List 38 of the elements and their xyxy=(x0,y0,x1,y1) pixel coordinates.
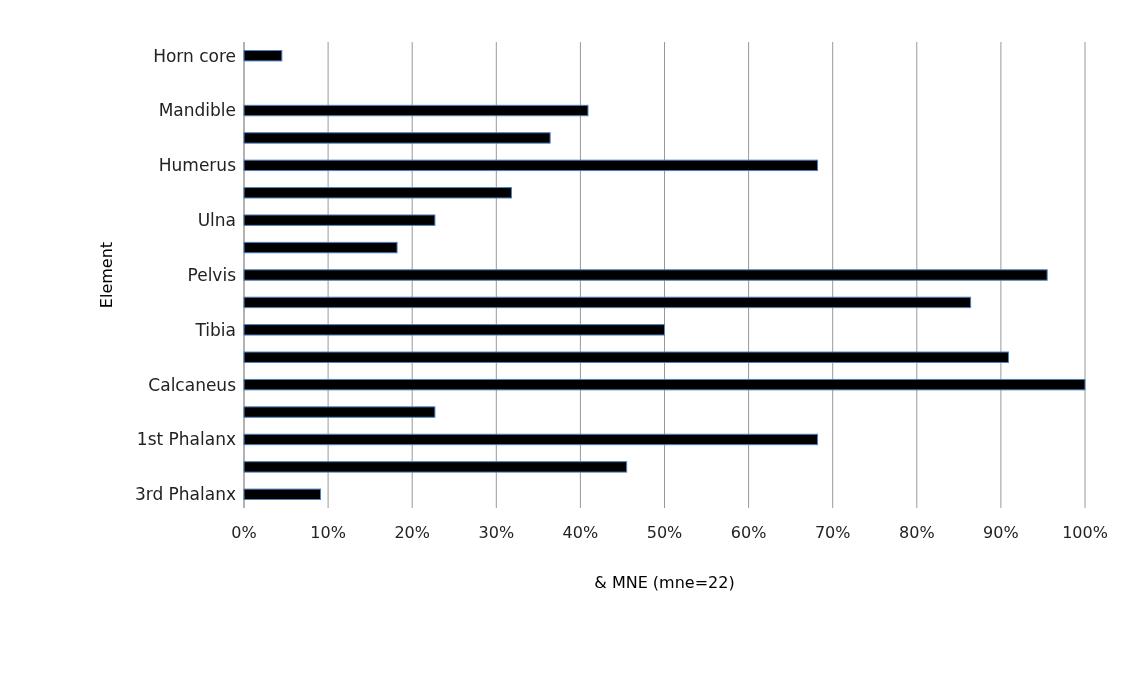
x-tick-label: 30% xyxy=(478,523,515,542)
bar xyxy=(243,433,819,446)
y-tick-label: Tibia xyxy=(194,319,236,340)
y-tick-label: 1st Phalanx xyxy=(136,429,236,450)
bar xyxy=(243,241,398,254)
bar xyxy=(243,50,283,62)
x-tick-label: 50% xyxy=(646,523,683,542)
bar xyxy=(243,378,1086,391)
bar xyxy=(243,214,436,226)
bar xyxy=(243,461,628,473)
y-tick-label: Ulna xyxy=(197,210,236,231)
x-tick-label: 40% xyxy=(562,523,599,542)
bar xyxy=(243,406,436,418)
bar xyxy=(243,296,972,309)
x-tick-label: 90% xyxy=(983,523,1019,542)
bar xyxy=(243,488,322,500)
x-axis-title: & MNE (mne=22) xyxy=(594,573,735,592)
bar xyxy=(243,187,512,199)
y-tick-label: 3rd Phalanx xyxy=(134,484,236,505)
y-tick-label: Mandible xyxy=(158,100,236,121)
y-tick-label: Horn core xyxy=(153,45,236,66)
bar xyxy=(243,104,589,117)
bar xyxy=(243,351,1009,363)
x-tick-label: 0% xyxy=(231,523,257,542)
bar xyxy=(243,159,819,172)
x-tick-label: 60% xyxy=(730,523,767,542)
x-tick-label: 20% xyxy=(394,523,430,542)
y-tick-label: Humerus xyxy=(158,155,237,176)
bar xyxy=(243,324,665,336)
x-tick-label: 70% xyxy=(814,523,851,542)
y-tick-label: Pelvis xyxy=(187,264,237,285)
x-tick-label: 100% xyxy=(1062,523,1108,542)
bar xyxy=(243,132,551,144)
y-tick-label: Calcaneus xyxy=(148,374,237,395)
bar xyxy=(243,269,1048,281)
x-tick-label: 80% xyxy=(899,523,935,542)
y-axis-title: Element xyxy=(97,241,116,309)
x-tick-label: 10% xyxy=(310,523,346,542)
